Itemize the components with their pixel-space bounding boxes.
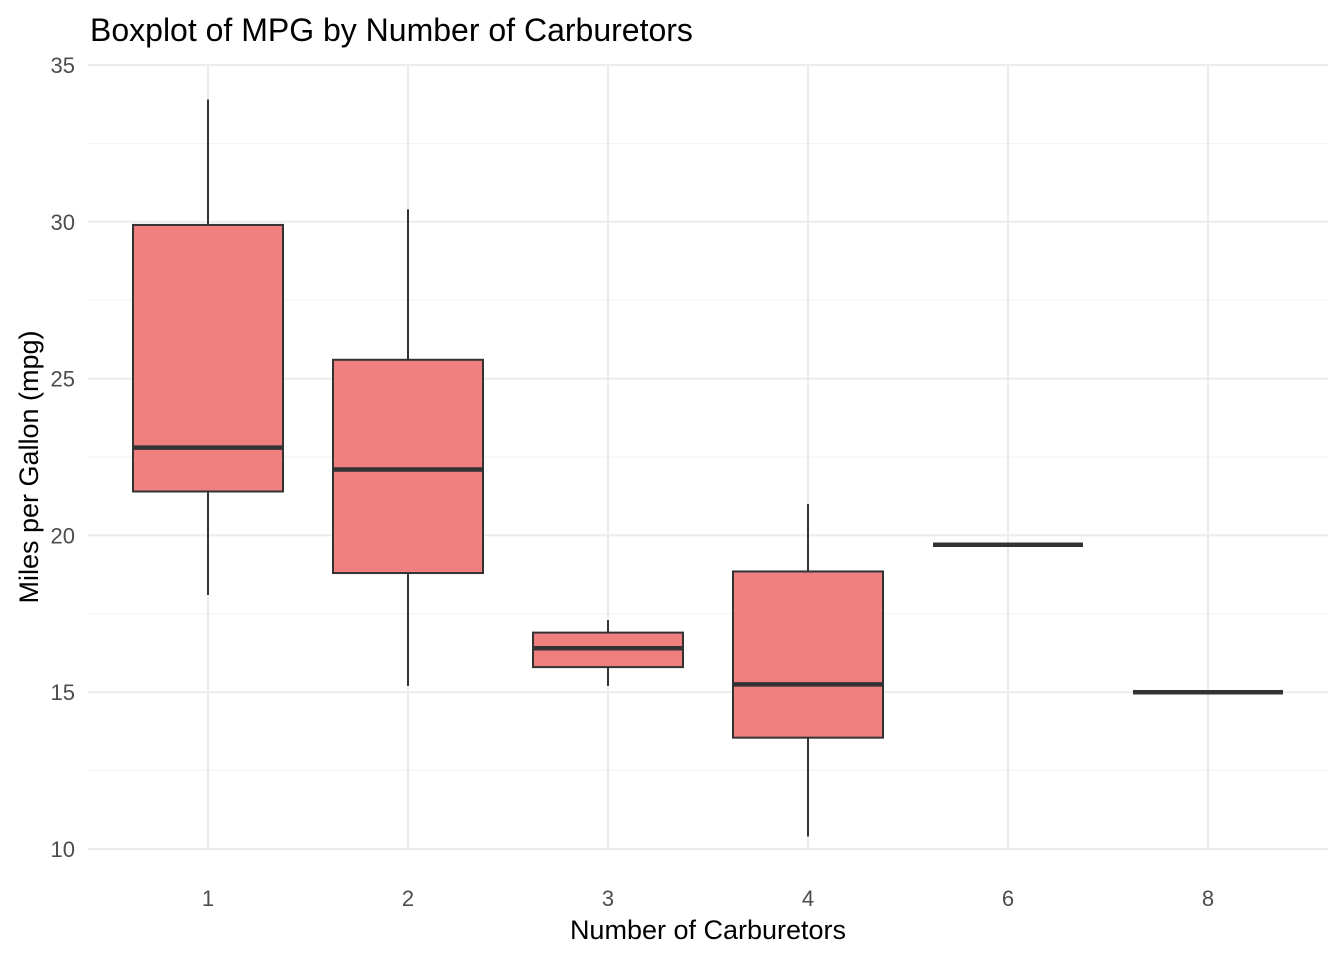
box-4 [732, 504, 884, 837]
y-tick-label: 20 [51, 523, 75, 548]
box-2 [332, 209, 484, 686]
x-tick-label: 6 [1002, 886, 1014, 911]
chart-title: Boxplot of MPG by Number of Carburetors [90, 12, 693, 48]
x-tick-label: 8 [1202, 886, 1214, 911]
box-iqr [132, 223, 284, 493]
y-tick-label: 10 [51, 837, 75, 862]
x-tick-labels: 1 2 3 4 6 8 [202, 886, 1214, 911]
box-3 [532, 620, 684, 686]
box-1 [132, 99, 284, 595]
boxes [132, 99, 1283, 837]
y-tick-label: 35 [51, 53, 75, 78]
y-tick-label: 15 [51, 680, 75, 705]
y-axis-label: Miles per Gallon (mpg) [14, 330, 44, 603]
x-tick-label: 3 [602, 886, 614, 911]
y-tick-label: 30 [51, 210, 75, 235]
y-tick-labels: 10 15 20 25 30 35 [51, 53, 75, 862]
x-tick-label: 2 [402, 886, 414, 911]
box-iqr [332, 358, 484, 575]
x-tick-label: 1 [202, 886, 214, 911]
x-axis-label: Number of Carburetors [570, 915, 846, 945]
box-iqr [732, 570, 884, 739]
y-tick-label: 25 [51, 367, 75, 392]
x-tick-label: 4 [802, 886, 814, 911]
